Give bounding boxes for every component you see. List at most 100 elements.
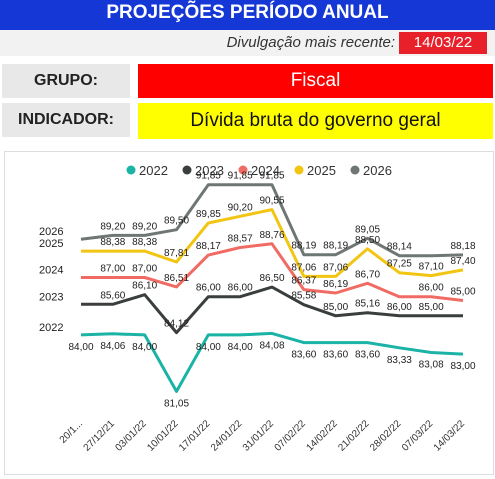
data-label-2026-6: 91,85 <box>259 171 284 182</box>
data-label-2024-11: 86,00 <box>419 283 444 294</box>
data-label-2022-3: 81,05 <box>164 398 189 409</box>
page-title: PROJEÇÕES PERÍODO ANUAL <box>0 0 495 30</box>
data-label-2026-2: 89,20 <box>132 221 157 232</box>
series-line-2024 <box>81 242 464 302</box>
line-chart: 2022 2023 2024 2025 202620222023202420252026… <box>39 163 476 454</box>
data-label-2025-1: 88,38 <box>100 237 125 248</box>
data-label-2025-2: 88,38 <box>132 237 157 248</box>
data-label-2024-6: 88,76 <box>259 230 284 241</box>
series-line-2026 <box>80 183 464 258</box>
group-value[interactable]: Fiscal <box>138 64 493 98</box>
data-label-2023-3: 84,12 <box>164 319 189 330</box>
data-label-2024-12: 85,00 <box>450 286 475 297</box>
x-tick-label-0: 20/1... <box>58 418 85 445</box>
x-tick-label-7: 07/02/22 <box>273 418 309 454</box>
indicator-value[interactable]: Dívida bruta do governo geral <box>138 103 493 139</box>
series-line-2023 <box>81 285 463 335</box>
data-label-2025-8: 87,06 <box>323 262 348 273</box>
data-label-2024-2: 87,00 <box>132 264 157 275</box>
data-label-2026-5: 91,85 <box>228 171 253 182</box>
data-label-2026-9: 89,05 <box>355 224 380 235</box>
data-label-2025-9: 88,50 <box>355 235 380 246</box>
data-label-2023-8: 85,00 <box>323 302 348 313</box>
data-label-2023-2: 86,10 <box>132 281 157 292</box>
group-label: GRUPO: <box>2 64 130 98</box>
data-label-2022-1: 84,06 <box>100 341 125 352</box>
data-label-2025-3: 87,81 <box>164 248 189 259</box>
data-label-2026-7: 88,19 <box>291 241 316 252</box>
legend-label-2026: 2026 <box>363 163 392 178</box>
data-label-2022-12: 83,00 <box>450 361 475 372</box>
legend-label-2022: 2022 <box>139 163 168 178</box>
x-tick-label-5: 24/01/22 <box>209 418 245 454</box>
data-label-2024-5: 88,57 <box>228 233 253 244</box>
chart-panel: 2022 2023 2024 2025 2026 2022 2023 2024 2025 2026… <box>4 151 494 475</box>
data-label-2022-4: 84,00 <box>196 342 221 353</box>
x-tick-label-9: 21/02/22 <box>336 418 372 454</box>
data-label-2022-8: 83,60 <box>323 350 348 361</box>
data-label-2026-8: 88,19 <box>323 241 348 252</box>
release-label: Divulgação mais recente: <box>226 34 395 51</box>
legend-marker-2026 <box>350 165 360 175</box>
x-tick-label-6: 31/01/22 <box>241 418 277 454</box>
data-label-2023-6: 86,50 <box>259 273 284 284</box>
legend-label-2023: 2023 <box>195 163 224 178</box>
data-label-2024-3: 86,51 <box>164 273 189 284</box>
data-label-2023-5: 86,00 <box>228 283 253 294</box>
data-label-2023-10: 86,00 <box>387 302 412 313</box>
data-label-2025-4: 89,85 <box>196 209 221 220</box>
legend-label-2024: 2024 <box>251 163 280 178</box>
data-label-2026-1: 89,20 <box>100 221 125 232</box>
series-row-label-2022: 2022 <box>39 322 63 334</box>
data-label-2022-9: 83,60 <box>355 350 380 361</box>
x-tick-label-1: 27/12/21 <box>82 418 118 454</box>
data-label-2025-7: 87,06 <box>291 262 316 273</box>
data-label-2024-8: 86,19 <box>323 279 348 290</box>
legend-marker-2024 <box>238 165 248 175</box>
data-label-2024-4: 88,17 <box>196 241 221 252</box>
x-tick-label-4: 17/01/22 <box>177 418 213 454</box>
data-label-2023-9: 85,16 <box>355 299 380 310</box>
data-label-2023-7: 85,58 <box>291 291 316 302</box>
data-label-2025-11: 87,10 <box>419 262 444 273</box>
data-label-2026-4: 91,85 <box>196 171 221 182</box>
release-row: Divulgação mais recente: 14/03/22 <box>0 30 495 56</box>
data-label-2024-9: 86,70 <box>355 269 380 280</box>
data-label-2026-10: 88,14 <box>387 242 412 253</box>
legend-marker-2022 <box>126 165 136 175</box>
legend-label-2025: 2025 <box>307 163 336 178</box>
data-label-2023-1: 85,60 <box>100 290 125 301</box>
x-tick-label-3: 10/01/22 <box>145 418 181 454</box>
data-label-2025-10: 87,25 <box>387 259 412 270</box>
x-tick-label-12: 14/03/22 <box>432 418 468 454</box>
series-line-2025 <box>81 208 464 278</box>
data-label-2022-0: 84,00 <box>68 342 93 353</box>
indicator-label: INDICADOR: <box>2 103 130 137</box>
data-label-2024-7: 86,37 <box>291 276 316 287</box>
series-row-label-2025: 2025 <box>39 238 63 250</box>
data-label-2022-5: 84,00 <box>228 342 253 353</box>
data-label-2026-3: 89,50 <box>164 216 189 227</box>
series-row-label-2023: 2023 <box>39 291 63 303</box>
series-row-label-2024: 2024 <box>39 265 63 277</box>
legend-marker-2023 <box>182 165 192 175</box>
series-line-2022 <box>80 331 464 393</box>
data-label-2025-12: 87,40 <box>450 256 475 267</box>
data-label-2022-11: 83,08 <box>419 360 444 371</box>
data-label-2024-1: 87,00 <box>100 264 125 275</box>
x-tick-label-2: 03/01/22 <box>113 418 149 454</box>
x-tick-label-10: 28/02/22 <box>368 418 404 454</box>
data-label-2022-10: 83,33 <box>387 355 412 366</box>
data-label-2025-5: 90,20 <box>228 202 253 213</box>
data-label-2025-6: 90,55 <box>259 196 284 207</box>
series-row-label-2026: 2026 <box>39 226 63 238</box>
release-date-badge: 14/03/22 <box>399 32 487 54</box>
data-label-2022-2: 84,00 <box>132 342 157 353</box>
legend-marker-2025 <box>294 165 304 175</box>
data-label-2022-7: 83,60 <box>291 350 316 361</box>
x-tick-label-11: 07/03/22 <box>400 418 436 454</box>
data-label-2023-4: 86,00 <box>196 283 221 294</box>
x-tick-label-8: 14/02/22 <box>304 418 340 454</box>
data-label-2023-11: 85,00 <box>419 302 444 313</box>
data-label-2022-6: 84,08 <box>259 340 284 351</box>
